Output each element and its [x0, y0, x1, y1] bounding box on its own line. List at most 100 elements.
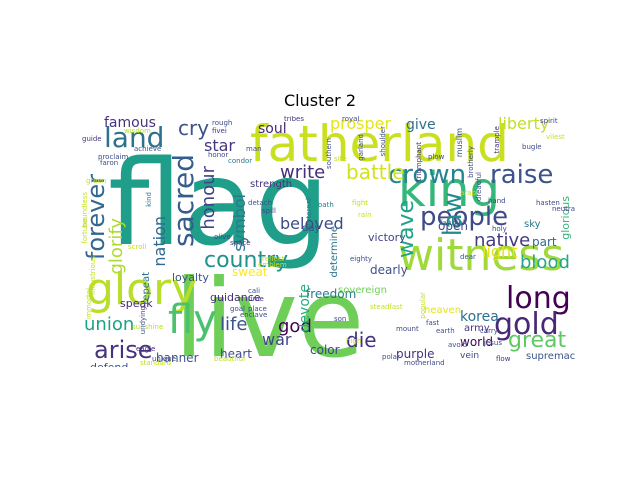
cloud-word: live	[174, 257, 365, 368]
cloud-word: detach	[248, 199, 273, 207]
cloud-word: beloved	[280, 214, 344, 233]
cloud-word: sunshine	[132, 323, 164, 331]
cloud-word: freedom	[306, 287, 357, 301]
cloud-word: avoid	[448, 341, 468, 349]
cloud-word: world	[460, 335, 494, 349]
cloud-word: heart	[220, 347, 252, 361]
cloud-word: scroll	[128, 243, 147, 251]
cloud-word: emblem	[258, 261, 287, 269]
cloud-word: cry	[178, 116, 210, 140]
cloud-word: land	[104, 121, 165, 154]
cloud-word: union	[84, 314, 135, 335]
cloud-word: son	[334, 315, 347, 323]
cloud-word: determine	[329, 226, 340, 278]
cloud-word: loyalty	[172, 271, 209, 284]
cloud-word: time	[248, 295, 264, 303]
cloud-word: strength	[250, 179, 293, 190]
cloud-word: long	[506, 281, 571, 316]
cloud-word: fly	[168, 297, 217, 343]
cloud-word: fivei	[212, 127, 227, 135]
cloud-word: mount	[396, 325, 419, 333]
cloud-word: native	[474, 230, 531, 251]
cloud-word: cali	[248, 287, 261, 295]
cloud-word: green	[86, 177, 107, 185]
cloud-word: neutral	[552, 205, 575, 213]
cloud-word: boundless	[81, 192, 89, 228]
cloud-word: space	[230, 239, 251, 247]
cloud-word: olive	[214, 233, 231, 241]
cloud-word: brotherly	[467, 146, 475, 178]
cloud-word: faithful	[440, 219, 465, 227]
cloud-word: achieve	[134, 145, 162, 153]
cloud-word: sacred	[167, 154, 200, 248]
cloud-word: open	[438, 219, 468, 233]
cloud-word: wisdom	[124, 127, 151, 135]
cloud-word: immortal	[85, 288, 93, 320]
cloud-word: condor	[228, 157, 253, 165]
cloud-word: sky	[524, 219, 541, 230]
cloud-word: liberty	[498, 116, 550, 133]
cloud-word: defend	[90, 362, 128, 367]
cloud-word: famous	[104, 116, 156, 131]
cloud-word: dear	[460, 253, 476, 261]
cloud-word: beautiful	[214, 355, 246, 363]
cloud-word: guide	[82, 135, 102, 143]
cloud-word: soul	[258, 121, 287, 137]
cloud-word: day	[302, 223, 321, 234]
cloud-word: kind	[145, 192, 153, 207]
cloud-word: dreadful	[475, 172, 483, 202]
cloud-word: oath	[318, 201, 334, 209]
cloud-word: site	[334, 155, 347, 163]
cloud-word: korea	[460, 309, 499, 325]
cloud-word: muslim	[455, 128, 464, 158]
cloud-word: hasten	[536, 199, 560, 207]
cloud-word: gold	[494, 307, 559, 342]
cloud-word: guidance	[210, 291, 261, 304]
cloud-word: arab	[460, 189, 476, 197]
cloud-word: place	[248, 305, 267, 313]
cloud-word: earth	[436, 327, 455, 335]
cloud-word: tribes	[284, 116, 304, 123]
cloud-word: purple	[396, 347, 435, 361]
cloud-word: vein	[460, 351, 480, 361]
cloud-word: fast	[426, 319, 440, 327]
cloud-word: triumphant	[415, 142, 423, 182]
cloud-word: enclave	[240, 311, 268, 319]
cloud-word: war	[262, 330, 292, 349]
cloud-word: light	[482, 242, 518, 261]
cloud-word: sweat	[232, 265, 268, 279]
cloud-word: royal	[342, 116, 360, 123]
cloud-word: crown	[388, 160, 467, 190]
cloud-word: bugle	[522, 143, 542, 151]
cloud-word: army	[464, 323, 490, 334]
cloud-word: carry	[480, 327, 498, 335]
cloud-word: standard	[140, 359, 172, 367]
cloud-word: blood	[520, 252, 570, 273]
cloud-word: battle	[346, 160, 405, 184]
cloud-word: life	[220, 314, 248, 335]
cloud-word: raise	[490, 160, 554, 190]
cloud-word: rough	[212, 119, 233, 127]
cloud-word: prosper	[330, 116, 392, 133]
cloud-word: eighty	[350, 255, 373, 263]
cloud-word: shoulder	[379, 126, 387, 157]
cloud-word: rain	[358, 211, 372, 219]
chart-title: Cluster 2	[283, 91, 357, 110]
cloud-word: fraternal	[305, 198, 313, 229]
cloud-word: speak	[120, 297, 153, 310]
cloud-word: nation	[150, 216, 169, 267]
cloud-word: plow	[428, 153, 445, 161]
cloud-word: southern	[325, 138, 333, 170]
cloud-word: victory	[368, 231, 406, 244]
cloud-word: glorify	[106, 218, 127, 275]
cloud-word: fatherland	[250, 116, 509, 173]
cloud-word: flow	[496, 355, 511, 363]
cloud-word: arise	[94, 336, 153, 364]
cloud-word: color	[310, 343, 340, 357]
cloud-word: reflect	[262, 255, 285, 263]
cloud-word: steadfast	[370, 303, 403, 311]
cloud-word: witness	[398, 230, 565, 281]
cloud-word: supremacy	[526, 351, 575, 362]
cloud-word: garland	[357, 134, 365, 161]
cloud-word: trample	[493, 126, 501, 154]
